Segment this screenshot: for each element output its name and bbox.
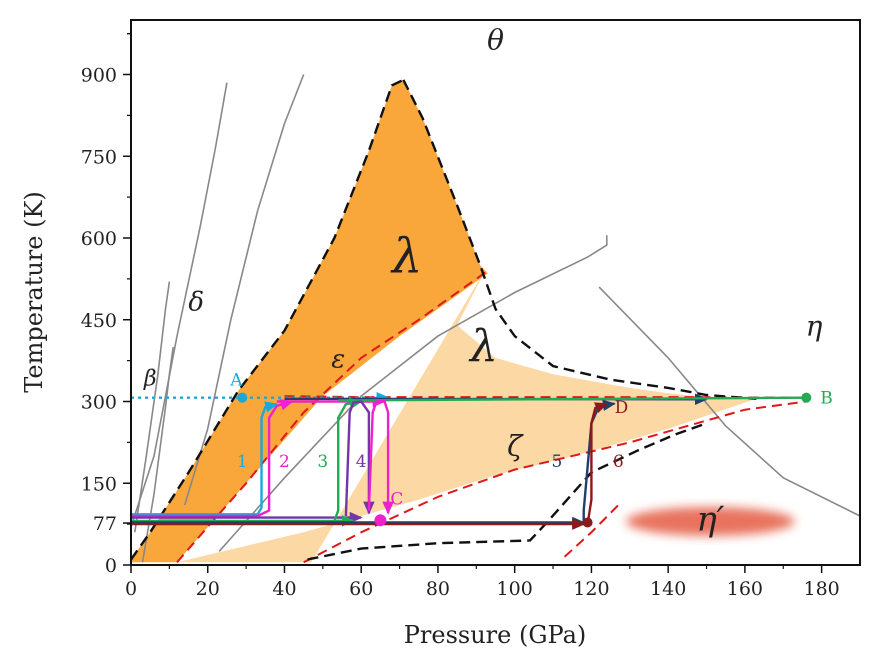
path-3-green (333, 397, 363, 522)
point-low-maroon-marker (582, 517, 593, 528)
path-c-magenta (367, 399, 394, 515)
y-tick-label-450: 450 (81, 310, 117, 332)
lambda-light-region (177, 265, 757, 563)
x-tick-label-80: 80 (426, 578, 450, 600)
y-tick-label-150: 150 (81, 473, 117, 495)
path-2-magenta (257, 399, 294, 518)
x-tick-label-40: 40 (272, 578, 296, 600)
phase-labels: θ δ β η ε λλ ζ η′ (143, 23, 823, 539)
path-label-4: 4 (356, 452, 367, 472)
x-tick-label-0: 0 (125, 578, 137, 600)
x-tick-label-20: 20 (196, 578, 220, 600)
x-axis-title: Pressure (GPa) (404, 621, 587, 649)
phase-label-eta: η (806, 309, 823, 342)
gray-boundary-4 (183, 74, 305, 506)
path-label-1: 1 (237, 452, 248, 472)
x-tick-label-100: 100 (497, 578, 533, 600)
black-boundary-2 (402, 79, 757, 400)
point-a-marker (237, 392, 248, 403)
path-label-2: 2 (279, 452, 290, 472)
path-line-green-top (338, 396, 807, 402)
y-tick-label-0: 0 (105, 555, 117, 577)
y-tick-label-300: 300 (81, 392, 117, 414)
phase-label-delta: δ (188, 287, 204, 317)
x-tick-label-160: 160 (727, 578, 763, 600)
y-tick-label-900: 900 (81, 65, 117, 87)
y-tick-label-750: 750 (81, 146, 117, 168)
path-1-cyan (256, 401, 279, 515)
phase-label-lambda_lower: λ (468, 321, 498, 372)
point-b-label: B (820, 389, 833, 409)
phase-label-theta: θ (487, 23, 504, 56)
x-tick-label-180: 180 (803, 578, 839, 600)
y-axis-title: Temperature (K) (20, 191, 48, 393)
path-4-purple (344, 400, 375, 517)
x-tick-label-60: 60 (349, 578, 373, 600)
marked-points: A B C D (229, 371, 833, 528)
gray-boundary-6 (598, 286, 861, 517)
point-c-label: C (390, 489, 403, 509)
path-label-5: 5 (551, 452, 562, 472)
phase-label-lambda_upper: λ (390, 228, 422, 284)
black-boundary-1 (130, 78, 404, 561)
y-tick-label-77: 77 (93, 513, 117, 535)
eta-prime-region (625, 506, 795, 536)
axes: Pressure (GPa) Temperature (K) 0 20 40 60 80… (20, 19, 861, 649)
y-tick-label-600: 600 (81, 228, 117, 250)
lambda-dark-region (131, 79, 488, 563)
gray-boundary-3 (134, 281, 171, 533)
red-boundary-2 (303, 400, 807, 564)
phase-label-zeta: ζ (507, 429, 524, 462)
path-label-3: 3 (317, 452, 328, 472)
gray-boundary-1 (130, 82, 228, 528)
point-c-marker (374, 514, 387, 527)
plot-frame (130, 19, 861, 566)
transition-paths: 1 2 3 4 5 6 (131, 391, 807, 530)
red-boundary-3 (563, 504, 620, 558)
phase-label-beta: β (143, 367, 157, 392)
gray-boundary-5 (218, 235, 608, 552)
point-b-marker (801, 392, 812, 403)
phase-regions (131, 79, 795, 563)
phase-label-eta_prime: η′ (696, 499, 724, 539)
path-label-6: 6 (613, 452, 624, 472)
path-6-maroon (586, 402, 609, 525)
x-tick-label-140: 140 (650, 578, 686, 600)
x-tick-label-120: 120 (573, 578, 609, 600)
point-d-label: D (615, 398, 629, 418)
red-boundary-1 (176, 269, 489, 563)
phase-label-epsilon: ε (331, 345, 345, 375)
point-a-label: A (229, 371, 243, 391)
